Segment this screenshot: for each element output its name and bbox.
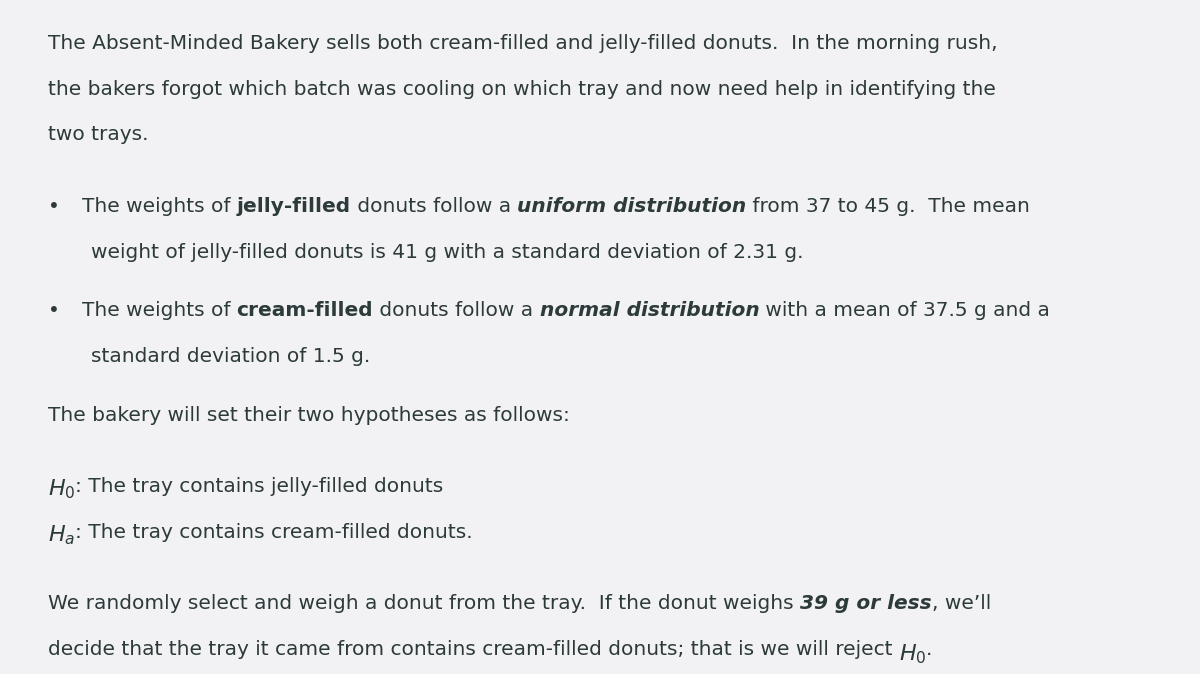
Text: donuts follow a: donuts follow a [350,197,517,216]
Text: the bakers forgot which batch was cooling on which tray and now need help in ide: the bakers forgot which batch was coolin… [48,80,996,98]
Text: •: • [48,197,60,216]
Text: with a mean of 37.5 g and a: with a mean of 37.5 g and a [760,301,1050,320]
Text: The weights of: The weights of [82,197,236,216]
Text: two trays.: two trays. [48,125,149,144]
Text: donuts follow a: donuts follow a [373,301,540,320]
Text: jelly-filled: jelly-filled [236,197,350,216]
Text: The Absent-Minded Bakery sells both cream-filled and jelly-filled donuts.  In th: The Absent-Minded Bakery sells both crea… [48,34,997,53]
Text: weight of jelly-filled donuts is 41 g with a standard deviation of 2.31 g.: weight of jelly-filled donuts is 41 g wi… [91,243,804,262]
Text: .: . [926,640,932,659]
Text: The bakery will set their two hypotheses as follows:: The bakery will set their two hypotheses… [48,406,570,425]
Text: normal distribution: normal distribution [540,301,760,320]
Text: , we’ll: , we’ll [931,594,991,613]
Text: cream-filled: cream-filled [236,301,373,320]
Text: We randomly select and weigh a donut from the tray.  If the donut weighs: We randomly select and weigh a donut fro… [48,594,800,613]
Text: $\mathit{H}_0$: $\mathit{H}_0$ [48,477,76,501]
Text: : The tray contains cream-filled donuts.: : The tray contains cream-filled donuts. [76,523,473,542]
Text: 39 g or less: 39 g or less [800,594,931,613]
Text: The weights of: The weights of [82,301,236,320]
Text: $\mathit{H}_0$: $\mathit{H}_0$ [899,642,926,666]
Text: •: • [48,301,60,320]
Text: decide that the tray it came from contains cream-filled donuts; that is we will : decide that the tray it came from contai… [48,640,899,659]
Text: from 37 to 45 g.  The mean: from 37 to 45 g. The mean [746,197,1031,216]
Text: standard deviation of 1.5 g.: standard deviation of 1.5 g. [91,347,371,366]
Text: $\mathit{H}_a$: $\mathit{H}_a$ [48,523,76,547]
Text: uniform distribution: uniform distribution [517,197,746,216]
Text: : The tray contains jelly-filled donuts: : The tray contains jelly-filled donuts [76,477,444,496]
